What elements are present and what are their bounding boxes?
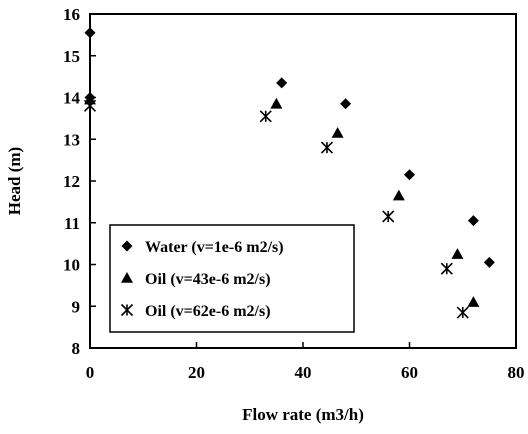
data-point-series-2 bbox=[84, 93, 96, 105]
y-axis-ticks: 8 9 10 11 12 13 14 15 16 bbox=[63, 5, 96, 358]
data-point-series-3 bbox=[259, 110, 272, 123]
data-point-series-3 bbox=[382, 210, 395, 223]
y-tick-label: 14 bbox=[63, 89, 81, 108]
x-tick-label: 0 bbox=[86, 363, 95, 382]
data-point-series-3 bbox=[440, 262, 453, 275]
legend-label-series-3: Oil (v=62e-6 m2/s) bbox=[145, 303, 271, 320]
data-point-series-2 bbox=[467, 296, 480, 307]
data-markers bbox=[83, 27, 495, 319]
legend-marker-series-2 bbox=[121, 272, 133, 283]
legend-items: Water (v=1e-6 m2/s) Oil (v=43e-6 m2/s) Oil… bbox=[120, 239, 284, 320]
data-point-series-1 bbox=[404, 169, 415, 181]
y-tick-label: 11 bbox=[64, 214, 80, 233]
x-tick-label: 20 bbox=[188, 363, 205, 382]
data-point-series-3 bbox=[83, 99, 97, 112]
data-point-series-3 bbox=[456, 306, 469, 319]
legend-marker-series-3 bbox=[120, 303, 134, 317]
x-axis-title: Flow rate (m3/h) bbox=[242, 405, 364, 424]
data-point-series-1 bbox=[276, 77, 288, 89]
x-axis-ticks: 0 20 40 60 80 bbox=[86, 342, 525, 382]
data-point-series-3 bbox=[320, 141, 334, 154]
y-tick-label: 16 bbox=[63, 5, 80, 24]
y-tick-label: 12 bbox=[63, 172, 80, 191]
y-tick-label: 8 bbox=[72, 339, 81, 358]
data-point-series-1 bbox=[483, 256, 495, 268]
legend-marker-series-1 bbox=[121, 240, 133, 252]
legend-box bbox=[109, 224, 355, 333]
x-tick-label: 80 bbox=[508, 363, 525, 382]
legend-label-series-1: Water (v=1e-6 m2/s) bbox=[145, 239, 284, 256]
y-tick-label: 9 bbox=[72, 297, 81, 316]
data-point-series-1 bbox=[84, 27, 96, 39]
data-point-series-2 bbox=[451, 248, 464, 259]
data-point-series-1 bbox=[467, 215, 479, 227]
data-point-series-2 bbox=[392, 189, 405, 201]
y-tick-label: 10 bbox=[63, 256, 80, 275]
x-tick-label: 60 bbox=[401, 363, 418, 382]
data-point-series-2 bbox=[331, 126, 344, 138]
legend-label-series-2: Oil (v=43e-6 m2/s) bbox=[145, 271, 271, 288]
x-tick-label: 40 bbox=[295, 363, 312, 382]
y-tick-label: 15 bbox=[63, 47, 80, 66]
data-point-series-1 bbox=[340, 98, 352, 110]
y-tick-label: 13 bbox=[63, 130, 80, 149]
y-axis-title: Head (m) bbox=[5, 147, 24, 215]
data-point-series-2 bbox=[270, 97, 283, 109]
legend: Water (v=1e-6 m2/s) Oil (v=43e-6 m2/s) Oil… bbox=[109, 224, 355, 333]
